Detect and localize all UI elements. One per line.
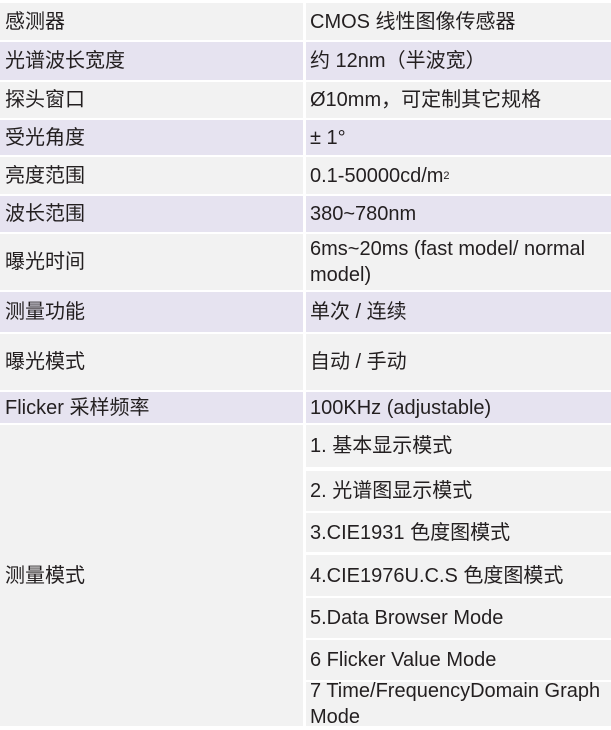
spec-value-text: ± 1° xyxy=(310,126,346,149)
spec-row: 测量功能 单次 / 连续 xyxy=(0,292,611,332)
spec-value: 单次 / 连续 xyxy=(306,292,611,332)
spec-row: Flicker 采样频率 100KHz (adjustable) xyxy=(0,392,611,423)
spec-label: 探头窗口 xyxy=(0,82,303,118)
spec-value: 380~780nm xyxy=(306,196,611,232)
spec-label: 测量功能 xyxy=(0,292,303,332)
spec-value: 约 12nm（半波宽） xyxy=(306,42,611,80)
measurement-mode-item: 4.CIE1976U.C.S 色度图模式 xyxy=(306,555,611,596)
spec-value: ± 1° xyxy=(306,120,611,155)
spec-label: 波长范围 xyxy=(0,196,303,232)
measurement-mode-label: 测量模式 xyxy=(0,425,303,726)
superscript: 2 xyxy=(443,169,450,182)
spec-label: 曝光模式 xyxy=(0,334,303,390)
spec-label: Flicker 采样频率 xyxy=(0,392,303,423)
spec-value-text: 6ms~20ms (fast model/ normal model) xyxy=(310,238,586,286)
spec-value: Ø10mm，可定制其它规格 xyxy=(306,82,611,118)
spec-row: 感测器 CMOS 线性图像传感器 xyxy=(0,3,611,40)
spec-label: 亮度范围 xyxy=(0,157,303,194)
measurement-mode-item: 2. 光谱图显示模式 xyxy=(306,471,611,511)
spec-value-text: 自动 / 手动 xyxy=(310,351,407,373)
spec-label: 受光角度 xyxy=(0,120,303,155)
spec-label: 曝光时间 xyxy=(0,234,303,290)
spec-row: 探头窗口 Ø10mm，可定制其它规格 xyxy=(0,82,611,118)
spec-value-text: 0.1-50000cd/m xyxy=(310,164,444,187)
spec-value: 6ms~20ms (fast model/ normal model) xyxy=(306,234,611,290)
spec-value-text: 约 12nm（半波宽） xyxy=(310,50,486,72)
measurement-mode-item: 3.CIE1931 色度图模式 xyxy=(306,513,611,552)
spec-value-text: 100KHz (adjustable) xyxy=(310,396,492,419)
spec-row: 曝光模式 自动 / 手动 xyxy=(0,334,611,390)
spec-label: 感测器 xyxy=(0,3,303,40)
spec-value: 自动 / 手动 xyxy=(306,334,611,390)
spec-value: 0.1-50000cd/m 2 xyxy=(306,157,611,194)
spec-value-text: CMOS 线性图像传感器 xyxy=(310,10,516,33)
spec-row: 波长范围 380~780nm xyxy=(0,196,611,232)
spec-row: 光谱波长宽度约 12nm（半波宽） xyxy=(0,42,611,80)
spec-value-text: 单次 / 连续 xyxy=(310,301,407,323)
measurement-mode-item: 1. 基本显示模式 xyxy=(306,425,611,467)
measurement-mode-item: 7 Time/FrequencyDomain Graph Mode xyxy=(306,680,611,728)
spec-row: 受光角度 ± 1° xyxy=(0,120,611,155)
spec-value-text: 380~780nm xyxy=(310,203,417,225)
spec-label: 光谱波长宽度 xyxy=(0,42,303,80)
spec-row: 亮度范围 0.1-50000cd/m 2 xyxy=(0,157,611,194)
measurement-mode-item: 6 Flicker Value Mode xyxy=(306,640,611,680)
spec-value: CMOS 线性图像传感器 xyxy=(306,3,611,40)
spec-value-text: Ø10mm，可定制其它规格 xyxy=(310,89,542,111)
spec-value: 100KHz (adjustable) xyxy=(306,392,611,423)
measurement-mode-item: 5.Data Browser Mode xyxy=(306,598,611,638)
spec-row: 曝光时间 6ms~20ms (fast model/ normal model) xyxy=(0,234,611,290)
